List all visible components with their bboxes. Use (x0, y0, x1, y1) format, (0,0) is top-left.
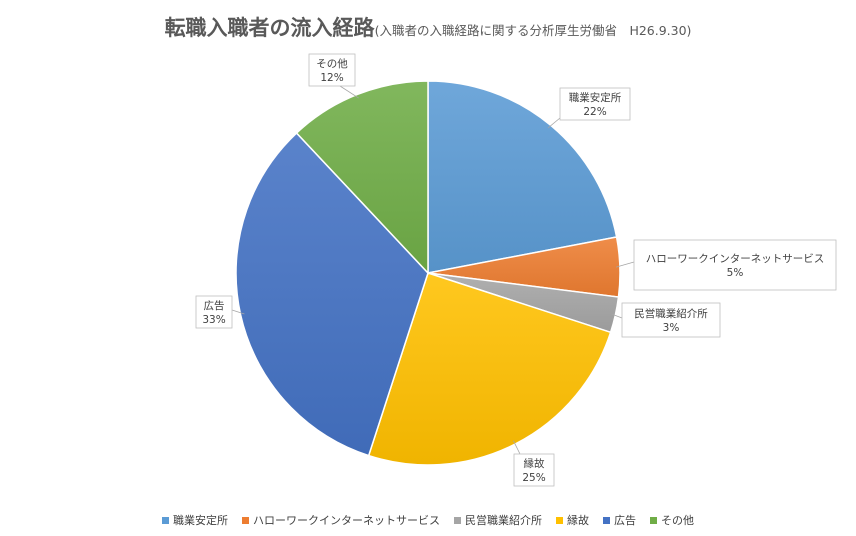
legend-swatch-1 (162, 516, 169, 524)
legend-item-4: 縁故 (556, 512, 589, 528)
callout-box-6 (308, 53, 356, 87)
chart-legend: 職業安定所 ハローワークインターネットサービス 民営職業紹介所 縁故 広告 その他 (0, 512, 856, 528)
legend-item-3: 民営職業紹介所 (454, 512, 542, 528)
callout-leader-4 (513, 440, 521, 455)
data-label-category-1: 職業安定所 (569, 91, 622, 104)
data-label-value-5: 33% (202, 314, 225, 326)
callout-box-2 (633, 239, 837, 291)
legend-swatch-6 (650, 516, 657, 524)
callout-box-5 (195, 295, 233, 329)
legend-label-3: 民営職業紹介所 (465, 514, 542, 527)
legend-swatch-4 (556, 516, 563, 524)
callout-leader-6 (339, 85, 359, 99)
chart-subtitle: (入職者の入職経路に関する分析厚生労働省 H26.9.30) (374, 23, 692, 38)
callout-leader-1 (547, 117, 561, 129)
legend-swatch-5 (603, 516, 610, 524)
legend-item-2: ハローワークインターネットサービス (242, 512, 440, 528)
legend-item-6: その他 (650, 512, 694, 528)
pie-slice-1 (427, 80, 618, 274)
legend-label-6: その他 (661, 514, 694, 527)
legend-swatch-3 (454, 516, 461, 524)
data-label-value-4: 25% (522, 472, 545, 484)
legend-label-2: ハローワークインターネットサービス (253, 514, 440, 527)
legend-label-5: 広告 (614, 514, 636, 527)
data-label-value-1: 22% (583, 106, 606, 118)
callout-box-3 (621, 302, 721, 338)
data-label-category-3: 民営職業紹介所 (634, 307, 708, 320)
pie-slices (235, 80, 621, 466)
data-label-category-2: ハローワークインターネットサービス (646, 253, 825, 265)
callout-box-1 (559, 87, 631, 121)
callout-leader-3 (611, 313, 623, 319)
callout-box-4 (513, 453, 555, 487)
legend-label-1: 職業安定所 (173, 514, 228, 527)
pie-slice-6 (295, 80, 429, 275)
legend-swatch-2 (242, 516, 249, 524)
data-label-category-6: その他 (316, 57, 348, 70)
data-label-value-2: 5% (727, 267, 744, 279)
chart-title-block: 転職入職者の流入経路(入職者の入職経路に関する分析厚生労働省 H26.9.30) (0, 12, 856, 42)
data-label-category-5: 広告 (204, 299, 225, 312)
legend-item-5: 広告 (603, 512, 636, 528)
legend-item-1: 職業安定所 (162, 512, 228, 528)
pie-slice-5 (235, 131, 429, 457)
data-label-category-4: 縁故 (524, 457, 545, 470)
chart-title: 転職入職者の流入経路 (164, 16, 375, 40)
data-label-value-3: 3% (663, 322, 680, 334)
callout-leader-5 (231, 309, 245, 315)
data-label-callouts: 職業安定所 22% ハローワークインターネットサービス 5% 民営職業紹介所 3% 縁故 25… (195, 53, 837, 487)
callout-leader-2 (615, 261, 635, 268)
data-label-value-6: 12% (320, 72, 343, 84)
legend-label-4: 縁故 (567, 514, 589, 527)
